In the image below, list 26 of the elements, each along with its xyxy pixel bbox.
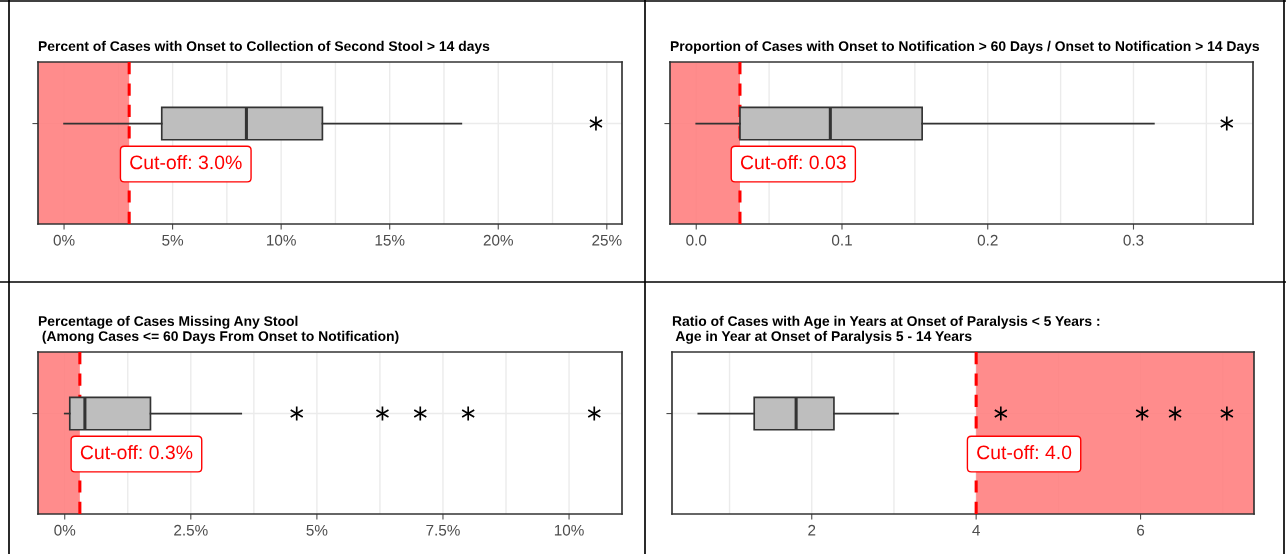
x-tick-label: 15% (375, 234, 405, 246)
x-tick-label: 7.5% (426, 524, 460, 536)
ref-line-label: Cut-off: 0.03 (740, 155, 846, 170)
x-tick-label: 25% (592, 234, 622, 246)
chart-title: Ratio of Cases with Age in Years at Onset of Paralysis < 5 Years : Age in Year at Onset of Paralysis 5 - 14 Years (672, 315, 1100, 344)
ref-line-label: Cut-off: 4.0 (977, 445, 1072, 460)
chart-title: Proportion of Cases with Onset to Notification > 60 Days / Onset to Notification > 14 Days (670, 40, 1260, 54)
x-tick-label: 0.1 (831, 234, 852, 246)
x-tick-label: 10% (554, 524, 584, 536)
x-tick-label: 0% (54, 524, 76, 536)
x-tick-label: 0.0 (686, 234, 707, 246)
x-tick-label: 0.2 (977, 234, 998, 246)
x-tick-label: 10% (267, 234, 296, 246)
ref-line-label: Cut-off: 3.0% (130, 155, 242, 170)
chart-title: Percentage of Cases Missing Any Stool (Among Cases <= 60 Days From Onset to Notification) (38, 315, 399, 344)
x-tick-label: 2 (808, 524, 816, 536)
x-tick-label: 20% (483, 234, 513, 246)
x-tick-label: 6 (1137, 524, 1145, 536)
chart-title: Percent of Cases with Onset to Collection of Second Stool > 14 days (38, 40, 490, 54)
x-tick-label: 5% (306, 524, 328, 536)
x-tick-label: 0.3 (1123, 234, 1144, 246)
x-tick-label: 0% (53, 234, 75, 246)
ref-line-label: Cut-off: 0.3% (80, 445, 193, 460)
x-tick-label: 5% (162, 234, 184, 246)
x-tick-label: 4 (972, 524, 980, 536)
x-tick-label: 2.5% (174, 524, 208, 536)
